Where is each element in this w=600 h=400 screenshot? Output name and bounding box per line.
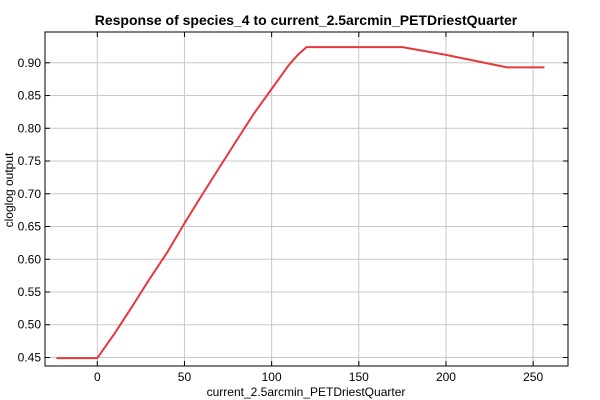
x-tick-label: 250 xyxy=(523,370,543,384)
x-tick-label: 200 xyxy=(436,370,456,384)
y-tick-label: 0.55 xyxy=(18,285,42,299)
y-tick-label: 0.90 xyxy=(18,56,42,70)
y-tick-label: 0.75 xyxy=(18,154,42,168)
y-tick-label: 0.85 xyxy=(18,89,42,103)
x-axis-label: current_2.5arcmin_PETDriestQuarter xyxy=(207,385,406,399)
x-tick-label: 50 xyxy=(178,370,192,384)
y-tick-label: 0.60 xyxy=(18,252,42,266)
y-axis-ticks: 0.45 0.50 0.55 0.60 0.65 0.70 0.75 0.80 0.85 0.90 xyxy=(18,56,568,364)
y-tick-label: 0.45 xyxy=(18,350,42,364)
y-tick-label: 0.70 xyxy=(18,187,42,201)
response-line xyxy=(56,46,545,360)
x-axis-ticks: 0 50 100 150 200 250 xyxy=(94,32,543,384)
x-tick-label: 150 xyxy=(349,370,369,384)
y-tick-label: 0.80 xyxy=(18,121,42,135)
x-gridlines xyxy=(96,32,534,366)
chart-title: Response of species_4 to current_2.5arcm… xyxy=(95,12,518,28)
y-gridlines xyxy=(45,62,568,358)
series-group xyxy=(56,46,545,360)
x-tick-label: 0 xyxy=(94,370,101,384)
y-axis-label: cloglog output xyxy=(2,152,16,227)
x-tick-label: 100 xyxy=(262,370,282,384)
y-tick-label: 0.50 xyxy=(18,318,42,332)
plot-frame xyxy=(44,31,569,367)
y-tick-label: 0.65 xyxy=(18,220,42,234)
